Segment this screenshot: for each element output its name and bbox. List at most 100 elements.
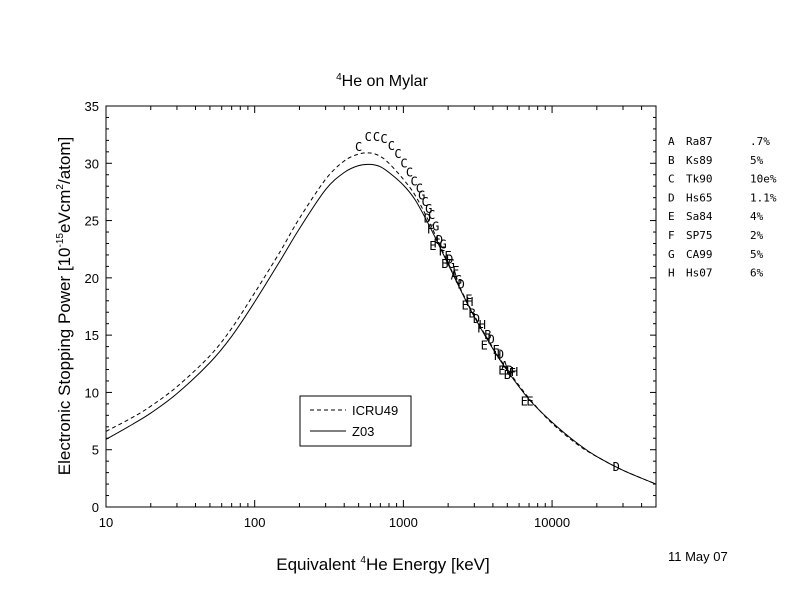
- data-point-g: G: [432, 219, 439, 233]
- data-point-a: A: [451, 269, 459, 283]
- ylabel-after: /atom]: [55, 137, 74, 184]
- series-line-z03: [105, 163, 657, 485]
- data-point-c: C: [400, 156, 407, 170]
- data-point-d: D: [613, 460, 620, 474]
- data-point-h: H: [494, 349, 501, 363]
- y-axis-label: Electronic Stopping Power [10-15eVcm2/at…: [55, 137, 74, 475]
- data-point-c: C: [421, 195, 428, 209]
- dataset-key-letter: E: [668, 210, 675, 223]
- data-point-b: B: [484, 328, 491, 342]
- data-point-d: D: [506, 364, 513, 378]
- data-point-b: B: [469, 306, 476, 320]
- data-point-c: C: [416, 181, 423, 195]
- y-tick-label: 20: [85, 271, 99, 286]
- data-point-d: D: [473, 312, 480, 326]
- data-point-g: G: [448, 257, 455, 271]
- y-tick-labels: 0 5 10 15 20 25 30 35: [85, 99, 99, 515]
- data-point-d: D: [436, 233, 443, 247]
- title-text: He on Mylar: [342, 73, 429, 90]
- data-point-b: B: [441, 257, 448, 271]
- dataset-key-error: .7%: [750, 135, 770, 148]
- data-point-b: B: [504, 368, 511, 382]
- xlabel-superscript: 4: [360, 555, 366, 566]
- dataset-key-letter: B: [668, 154, 675, 167]
- ylabel-superscript-1: -15: [55, 233, 66, 248]
- dataset-key-letter: G: [668, 248, 675, 261]
- data-point-h: H: [466, 295, 473, 309]
- data-point-f: F: [427, 223, 434, 237]
- data-point-c: C: [410, 175, 417, 189]
- data-point-g: G: [425, 202, 432, 216]
- dataset-key-error: 1.1%: [750, 191, 777, 204]
- dataset-key-error: 4%: [750, 210, 764, 223]
- legend-box: ICRU49 Z03: [299, 395, 412, 447]
- data-point-e: E: [429, 239, 436, 253]
- data-point-e: E: [445, 249, 452, 263]
- data-point-h: H: [511, 365, 518, 379]
- x-tick-label: 10000: [534, 515, 570, 530]
- data-point-a: A: [501, 359, 509, 373]
- plot-frame: [105, 105, 657, 508]
- dataset-key: A Ra87 .7% B Ks89 5% C Tk90 10e% D Hs65 1.1% E Sa84 4%…: [668, 135, 777, 280]
- dataset-key-letter: C: [668, 173, 675, 186]
- dataset-key-code: Hs65: [686, 191, 713, 204]
- data-point-f: F: [465, 293, 472, 307]
- data-point-h: H: [479, 318, 486, 332]
- x-tick-label: 10: [99, 515, 113, 530]
- data-point-e: E: [481, 338, 488, 352]
- dataset-key-code: CA99: [686, 248, 713, 261]
- y-tick-label: 15: [85, 328, 99, 343]
- dataset-key-error: 2%: [750, 229, 764, 242]
- data-point-g: G: [455, 273, 462, 287]
- data-point-c: C: [380, 132, 387, 146]
- dataset-key-letter: A: [668, 135, 675, 148]
- data-point-e: E: [526, 395, 533, 409]
- data-point-g: G: [418, 188, 425, 202]
- dataset-key-letter: D: [668, 191, 675, 204]
- dataset-key-letter: F: [668, 229, 675, 242]
- y-tick-label: 5: [92, 443, 99, 458]
- dataset-key-code: Tk90: [686, 173, 713, 186]
- xlabel-after: He Energy [keV]: [366, 555, 490, 574]
- data-point-e: E: [498, 364, 505, 378]
- data-point-c: C: [373, 130, 380, 144]
- dataset-key-letter: H: [668, 267, 675, 280]
- dataset-key-error: 5%: [750, 248, 764, 261]
- axis-ticks: [105, 105, 657, 508]
- x-tick-label: 100: [244, 515, 266, 530]
- data-point-e: E: [461, 298, 468, 312]
- ylabel-superscript-2: 2: [55, 184, 66, 190]
- dataset-key-error: 5%: [750, 154, 764, 167]
- data-point-f: F: [477, 321, 484, 335]
- chart-title: 4He on Mylar: [336, 72, 428, 90]
- y-tick-label: 10: [85, 385, 99, 400]
- data-point-c: C: [365, 130, 372, 144]
- data-point-f: F: [438, 245, 445, 259]
- x-tick-labels: 10 100 1000 10000: [99, 515, 570, 530]
- dataset-key-code: Sa84: [686, 210, 713, 223]
- dataset-key-code: Ks89: [686, 154, 713, 167]
- data-point-d: D: [424, 211, 431, 225]
- data-point-f: F: [492, 343, 499, 357]
- data-point-d: D: [488, 333, 495, 347]
- ylabel-before: Electronic Stopping Power [10: [55, 247, 74, 475]
- data-point-c: C: [388, 139, 395, 153]
- dataset-key-code: SP75: [686, 229, 713, 242]
- title-superscript: 4: [336, 72, 342, 83]
- data-point-f: F: [452, 264, 459, 278]
- ylabel-middle: eVcm: [55, 190, 74, 233]
- dataset-key-code: Hs07: [686, 267, 713, 280]
- date-stamp: 11 May 07: [668, 549, 728, 564]
- dataset-key-error: 6%: [750, 267, 764, 280]
- data-point-d: D: [446, 253, 453, 267]
- data-point-f: F: [509, 366, 516, 380]
- data-point-f: F: [433, 236, 440, 250]
- y-tick-label: 35: [85, 99, 99, 114]
- y-tick-label: 30: [85, 156, 99, 171]
- dataset-key-code: Ra87: [686, 135, 713, 148]
- series-lines: [105, 152, 657, 485]
- data-point-e: E: [521, 395, 528, 409]
- y-tick-label: 25: [85, 214, 99, 229]
- data-point-d: D: [458, 278, 465, 292]
- x-tick-label: 1000: [389, 515, 418, 530]
